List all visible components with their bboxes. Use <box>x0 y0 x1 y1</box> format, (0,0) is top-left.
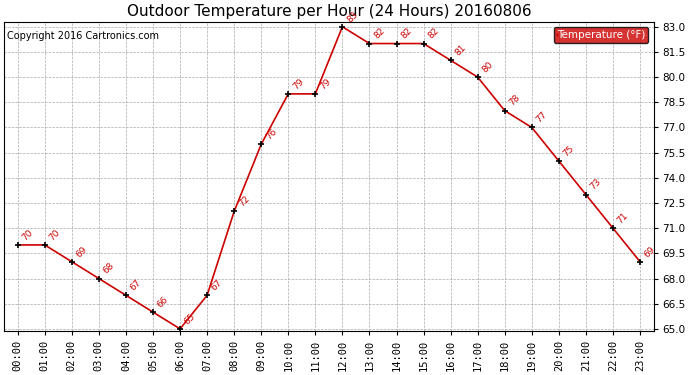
Text: 76: 76 <box>264 127 279 141</box>
Legend: Temperature (°F): Temperature (°F) <box>553 27 649 43</box>
Text: 70: 70 <box>48 228 62 242</box>
Text: 77: 77 <box>535 110 549 125</box>
Text: 66: 66 <box>156 295 170 309</box>
Text: 78: 78 <box>508 93 522 108</box>
Text: 65: 65 <box>183 312 197 326</box>
Text: 71: 71 <box>615 211 630 225</box>
Text: 72: 72 <box>237 194 251 208</box>
Text: 80: 80 <box>480 60 495 74</box>
Text: 79: 79 <box>318 76 333 91</box>
Text: 82: 82 <box>426 26 441 41</box>
Title: Outdoor Temperature per Hour (24 Hours) 20160806: Outdoor Temperature per Hour (24 Hours) … <box>126 4 531 19</box>
Text: 68: 68 <box>101 261 116 276</box>
Text: 81: 81 <box>453 43 468 57</box>
Text: 82: 82 <box>400 26 414 41</box>
Text: 67: 67 <box>129 278 144 292</box>
Text: 67: 67 <box>210 278 224 292</box>
Text: 69: 69 <box>75 244 89 259</box>
Text: 69: 69 <box>643 244 658 259</box>
Text: 83: 83 <box>345 9 359 24</box>
Text: Copyright 2016 Cartronics.com: Copyright 2016 Cartronics.com <box>8 31 159 41</box>
Text: 75: 75 <box>562 144 576 158</box>
Text: 70: 70 <box>21 228 35 242</box>
Text: 82: 82 <box>372 26 386 41</box>
Text: 79: 79 <box>291 76 306 91</box>
Text: 73: 73 <box>589 177 603 192</box>
